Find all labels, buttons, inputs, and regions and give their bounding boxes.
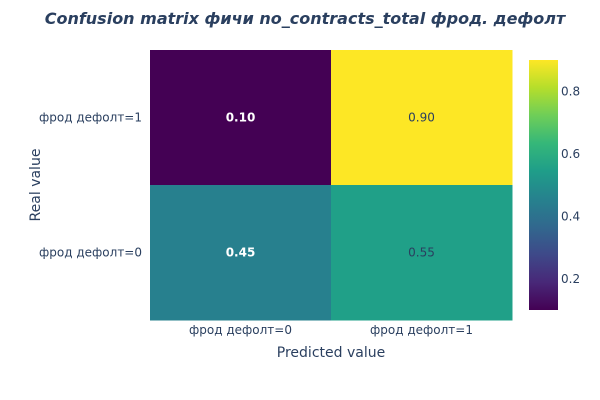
- heatmap-cell: [331, 185, 513, 321]
- colorbar-tick-label: 0.8: [561, 84, 580, 98]
- heatmap-cell-label: 0.55: [408, 246, 435, 260]
- y-axis-tick-labels: фрод дефолт=1 фрод дефолт=0: [39, 111, 142, 260]
- heatmap-cell-labels: 0.10 0.90 0.45 0.55: [226, 111, 435, 260]
- y-tick-label: фрод дефолт=1: [39, 111, 142, 125]
- colorbar-tick-label: 0.4: [561, 209, 580, 223]
- colorbar-tick-label: 0.2: [561, 272, 580, 286]
- heatmap-cell: [331, 50, 513, 186]
- heatmap-cell: [150, 50, 332, 186]
- colorbar-tick-labels: 0.8 0.6 0.4 0.2: [561, 84, 580, 286]
- y-axis-title: Real value: [28, 149, 44, 222]
- colorbar-tick-label: 0.6: [561, 147, 580, 161]
- heatmap-cell-label: 0.90: [408, 111, 435, 125]
- x-tick-label: фрод дефолт=1: [370, 323, 473, 337]
- heatmap-cell-label: 0.10: [226, 111, 256, 125]
- heatmap-cells: [150, 50, 513, 321]
- heatmap-cell: [150, 185, 332, 321]
- colorbar: [529, 60, 558, 310]
- x-axis-tick-labels: фрод дефолт=0 фрод дефолт=1: [189, 323, 473, 337]
- chart-title: Confusion matrix фичи no_contracts_total…: [45, 9, 567, 28]
- y-tick-label: фрод дефолт=0: [39, 246, 142, 260]
- x-tick-label: фрод дефолт=0: [189, 323, 292, 337]
- x-axis-title: Predicted value: [277, 345, 385, 361]
- heatmap-cell-label: 0.45: [226, 246, 256, 260]
